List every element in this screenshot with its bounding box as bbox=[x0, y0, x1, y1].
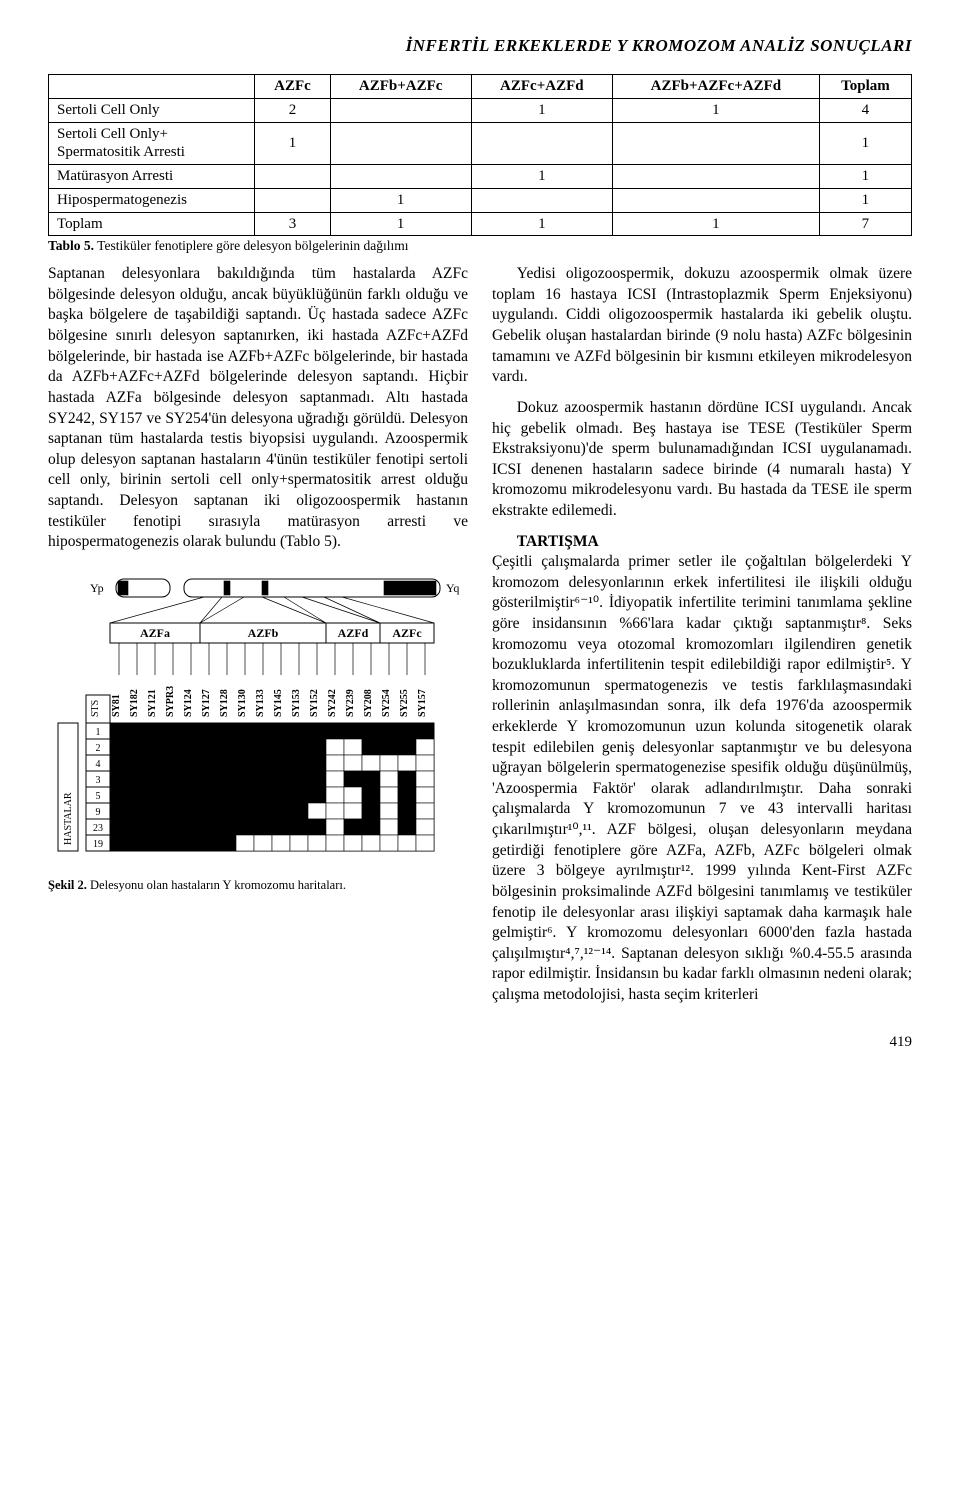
table5-col-4: AZFb+AZFc+AZFd bbox=[612, 75, 819, 99]
table5-cell bbox=[471, 188, 612, 212]
table5-cell: 4 bbox=[819, 98, 911, 122]
svg-text:SY81: SY81 bbox=[111, 694, 122, 717]
svg-text:SYPR3: SYPR3 bbox=[165, 686, 176, 717]
table5-cell bbox=[330, 122, 471, 165]
svg-text:SY255: SY255 bbox=[399, 689, 410, 717]
body-columns: Saptanan delesyonlara bakıldığında tüm h… bbox=[48, 264, 912, 1005]
body-p3: Dokuz azoospermik hastanın dördüne ICSI … bbox=[492, 398, 912, 522]
figure2-caption: Şekil 2. Delesyonu olan hastaların Y kro… bbox=[48, 877, 468, 894]
svg-text:Yq: Yq bbox=[446, 581, 459, 595]
body-tartisma: TARTIŞMA Çeşitli çalışmalarda primer set… bbox=[492, 532, 912, 1006]
svg-text:5: 5 bbox=[96, 791, 101, 802]
svg-text:SY254: SY254 bbox=[381, 689, 392, 717]
body-p2: Yedisi oligozoospermik, dokuzu azoosperm… bbox=[492, 264, 912, 388]
svg-text:HASTALAR: HASTALAR bbox=[63, 792, 74, 845]
table5-cell bbox=[255, 165, 330, 189]
body-p1: Saptanan delesyonlara bakıldığında tüm h… bbox=[48, 264, 468, 553]
table5-col-1: AZFc bbox=[255, 75, 330, 99]
table5-cell bbox=[612, 188, 819, 212]
table5-cell: 1 bbox=[255, 122, 330, 165]
table5-cell bbox=[471, 122, 612, 165]
table5-row: Matürasyon Arresti 1 1 bbox=[49, 165, 912, 189]
table5-caption-text: Testiküler fenotiplere göre delesyon böl… bbox=[97, 238, 408, 253]
svg-text:2: 2 bbox=[96, 743, 101, 754]
table5-cell: 1 bbox=[471, 98, 612, 122]
svg-text:STS: STS bbox=[90, 700, 101, 717]
table5-col-2: AZFb+AZFc bbox=[330, 75, 471, 99]
svg-text:Yp: Yp bbox=[90, 581, 104, 595]
table5-cell: 2 bbox=[255, 98, 330, 122]
svg-text:SY133: SY133 bbox=[255, 689, 266, 717]
table5-cell: 3 bbox=[255, 212, 330, 236]
running-head: İNFERTİL ERKEKLERDE Y KROMOZOM ANALİZ SO… bbox=[48, 36, 912, 56]
svg-text:AZFd: AZFd bbox=[338, 626, 369, 640]
table5-cell: 7 bbox=[819, 212, 911, 236]
table5-cell: 1 bbox=[330, 212, 471, 236]
figure2-svg: Yp Yq AZFa AZFb AZFd AZFc SY81 SY182 SY121 SYPR3 S… bbox=[48, 563, 468, 873]
heading-tartisma: TARTIŞMA bbox=[492, 532, 912, 553]
table5-cell bbox=[612, 122, 819, 165]
svg-text:SY157: SY157 bbox=[417, 689, 428, 717]
table5-rowlabel: Sertoli Cell Only+Spermatositik Arresti bbox=[49, 122, 255, 165]
svg-text:1: 1 bbox=[96, 727, 101, 738]
svg-text:SY239: SY239 bbox=[345, 689, 356, 717]
figure2-caption-text: Delesyonu olan hastaların Y kromozomu ha… bbox=[90, 878, 346, 892]
svg-text:SY182: SY182 bbox=[129, 689, 140, 717]
svg-text:4: 4 bbox=[96, 759, 101, 770]
svg-text:SY127: SY127 bbox=[201, 689, 212, 717]
table5: AZFc AZFb+AZFc AZFc+AZFd AZFb+AZFc+AZFd … bbox=[48, 74, 912, 236]
table5-rowlabel: Sertoli Cell Only bbox=[49, 98, 255, 122]
table5-cell: 1 bbox=[819, 122, 911, 165]
table5-cell: 1 bbox=[330, 188, 471, 212]
table5-row: Toplam31117 bbox=[49, 212, 912, 236]
table5-cell: 1 bbox=[612, 212, 819, 236]
table5-cell: 1 bbox=[471, 212, 612, 236]
table5-col-3: AZFc+AZFd bbox=[471, 75, 612, 99]
table5-cell bbox=[330, 98, 471, 122]
table5-cell bbox=[612, 165, 819, 189]
table5-cell bbox=[255, 188, 330, 212]
svg-text:SY208: SY208 bbox=[363, 689, 374, 717]
svg-text:SY242: SY242 bbox=[327, 689, 338, 717]
svg-text:SY124: SY124 bbox=[183, 689, 194, 717]
table5-cell: 1 bbox=[819, 165, 911, 189]
svg-text:SY152: SY152 bbox=[309, 689, 320, 717]
svg-text:AZFa: AZFa bbox=[140, 626, 170, 640]
table5-rowlabel: Toplam bbox=[49, 212, 255, 236]
svg-text:SY153: SY153 bbox=[291, 689, 302, 717]
table5-rowlabel: Matürasyon Arresti bbox=[49, 165, 255, 189]
svg-text:SY145: SY145 bbox=[273, 689, 284, 717]
page-number: 419 bbox=[48, 1034, 912, 1051]
table5-col-5: Toplam bbox=[819, 75, 911, 99]
body-p4: Çeşitli çalışmalarda primer setler ile ç… bbox=[492, 553, 912, 1003]
table5-rowlabel: Hipospermatogenezis bbox=[49, 188, 255, 212]
table5-col-0 bbox=[49, 75, 255, 99]
table5-row: Sertoli Cell Only2114 bbox=[49, 98, 912, 122]
table5-row: Sertoli Cell Only+Spermatositik Arresti1… bbox=[49, 122, 912, 165]
svg-text:23: 23 bbox=[93, 823, 103, 834]
table5-cell: 1 bbox=[819, 188, 911, 212]
svg-text:SY130: SY130 bbox=[237, 689, 248, 717]
table5-row: Hipospermatogenezis 1 1 bbox=[49, 188, 912, 212]
table5-caption-label: Tablo 5. bbox=[48, 238, 94, 253]
svg-text:AZFb: AZFb bbox=[248, 626, 279, 640]
svg-text:9: 9 bbox=[96, 807, 101, 818]
svg-text:SY121: SY121 bbox=[147, 689, 158, 717]
figure2-caption-label: Şekil 2. bbox=[48, 878, 87, 892]
table5-cell: 1 bbox=[471, 165, 612, 189]
figure2: Yp Yq AZFa AZFb AZFd AZFc SY81 SY182 SY121 SYPR3 S… bbox=[48, 563, 468, 894]
table5-cell: 1 bbox=[612, 98, 819, 122]
svg-text:SY128: SY128 bbox=[219, 689, 230, 717]
table5-caption: Tablo 5. Testiküler fenotiplere göre del… bbox=[48, 238, 912, 254]
table5-header-row: AZFc AZFb+AZFc AZFc+AZFd AZFb+AZFc+AZFd … bbox=[49, 75, 912, 99]
svg-text:19: 19 bbox=[93, 839, 103, 850]
svg-text:3: 3 bbox=[96, 775, 101, 786]
table5-cell bbox=[330, 165, 471, 189]
svg-text:AZFc: AZFc bbox=[392, 626, 422, 640]
